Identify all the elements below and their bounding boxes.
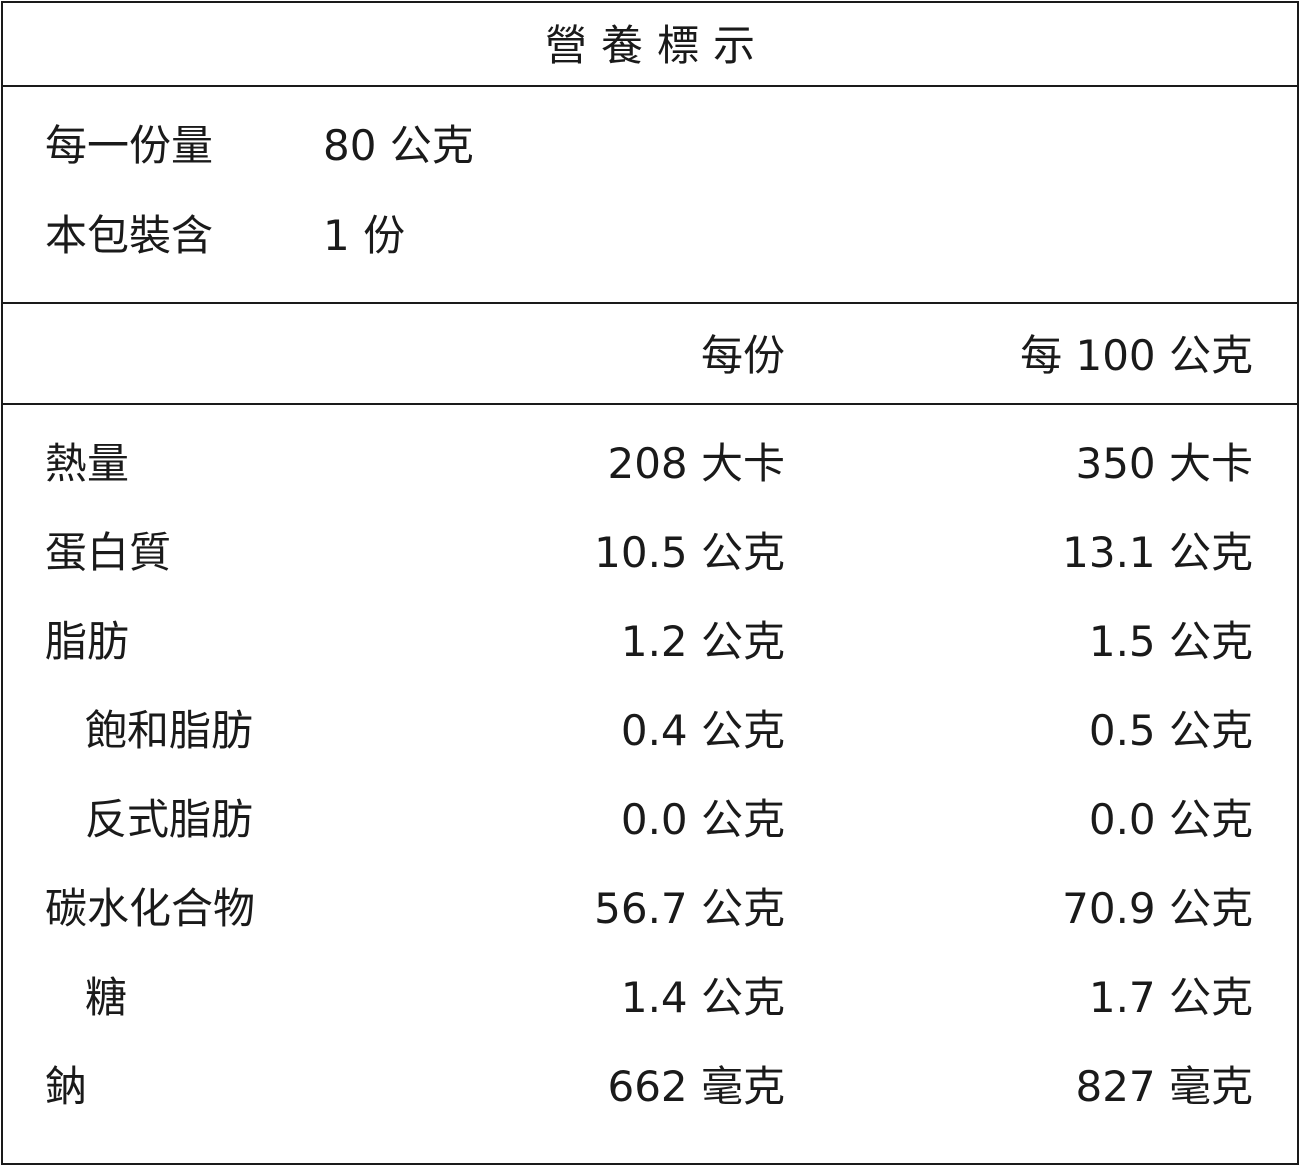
per-100g: 350 大卡 (1075, 439, 1253, 488)
per-serving: 0.4 公克 (620, 706, 785, 755)
serving-label: 本包裝含 (45, 211, 214, 260)
per-serving: 1.4 公克 (620, 973, 785, 1022)
serving-value: 80 公克 (323, 121, 474, 170)
per-100g: 0.0 公克 (1088, 795, 1253, 844)
per-serving: 662 毫克 (607, 1062, 785, 1111)
nutrient-name: 鈉 (45, 1062, 88, 1111)
divider (3, 403, 1297, 405)
nutrient-name: 蛋白質 (45, 528, 172, 577)
per-serving: 1.2 公克 (620, 617, 785, 666)
nutrient-name: 飽和脂肪 (85, 706, 254, 755)
nutrient-name: 熱量 (45, 439, 130, 488)
per-100g: 70.9 公克 (1062, 884, 1253, 933)
divider (3, 302, 1297, 304)
nutrient-name: 反式脂肪 (85, 795, 254, 844)
per-100g: 1.5 公克 (1088, 617, 1253, 666)
per-serving: 56.7 公克 (594, 884, 785, 933)
column-header: 每 100 公克 (1020, 331, 1253, 380)
per-100g: 827 毫克 (1075, 1062, 1253, 1111)
per-serving: 10.5 公克 (594, 528, 785, 577)
per-serving: 208 大卡 (607, 439, 785, 488)
serving-value: 1 份 (323, 211, 406, 260)
per-100g: 0.5 公克 (1088, 706, 1253, 755)
nutrient-name: 脂肪 (45, 617, 130, 666)
divider (3, 85, 1297, 87)
per-100g: 13.1 公克 (1062, 528, 1253, 577)
serving-label: 每一份量 (45, 121, 214, 170)
column-header: 每份 (700, 331, 785, 380)
per-100g: 1.7 公克 (1088, 973, 1253, 1022)
nutrient-name: 糖 (85, 973, 128, 1022)
per-serving: 0.0 公克 (620, 795, 785, 844)
nutrient-name: 碳水化合物 (45, 884, 256, 933)
label-title: 營養標示 (544, 21, 769, 70)
